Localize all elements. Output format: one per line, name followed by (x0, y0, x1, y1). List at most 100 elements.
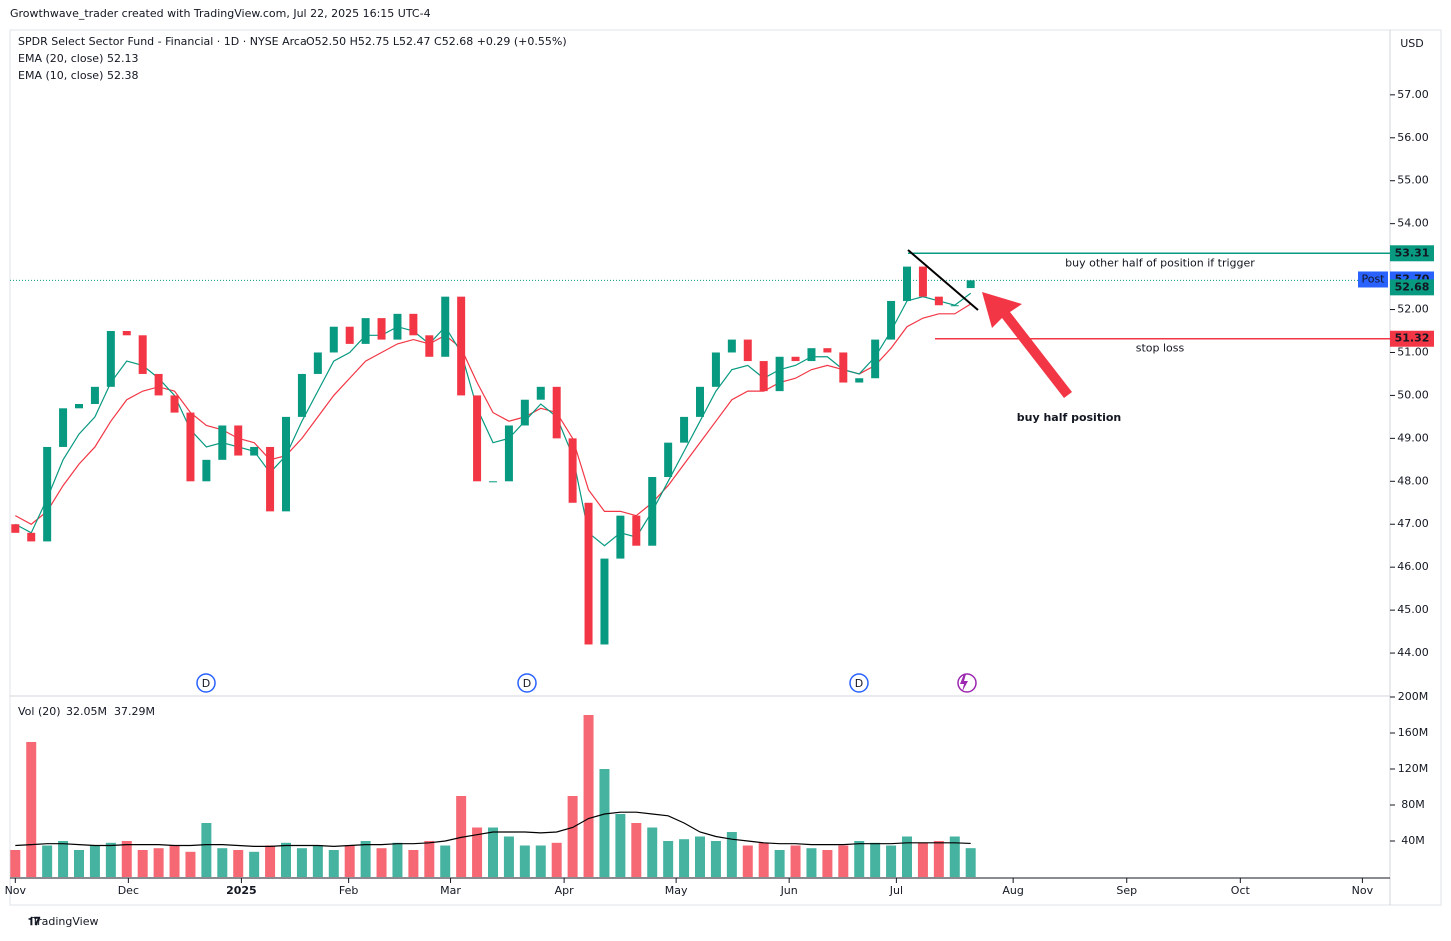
volume-bar (233, 850, 244, 877)
candle (138, 335, 147, 374)
vol-name: Vol (20) (18, 705, 61, 718)
event-icon-ring[interactable] (957, 673, 977, 693)
x-tick-label: Aug (1002, 884, 1023, 897)
candle (441, 296, 450, 357)
ema20-last: 52.13 (107, 52, 139, 65)
x-tick-label: Oct (1231, 884, 1251, 897)
volume-bar (917, 842, 928, 877)
event-icon[interactable] (960, 674, 968, 692)
candle (489, 481, 497, 483)
y-tick-label: 44.00 (1397, 646, 1429, 659)
candle (266, 446, 275, 512)
volume-bar (726, 832, 737, 877)
volume-bar (886, 845, 897, 877)
volume-bar (551, 842, 562, 877)
candle (170, 395, 179, 413)
volume-bar (392, 842, 403, 877)
candle (520, 399, 529, 426)
currency[interactable]: USD (1400, 37, 1424, 50)
y-tick-label: 54.00 (1397, 217, 1429, 230)
x-tick-label: Nov (5, 884, 27, 897)
candle (122, 331, 131, 336)
candle (632, 515, 641, 546)
candle (75, 404, 83, 409)
volume-bar (503, 836, 514, 877)
y-tick-label: 57.00 (1397, 88, 1429, 101)
candle (950, 305, 959, 307)
volume-bar (296, 848, 307, 877)
candle (743, 339, 752, 362)
candle (616, 515, 625, 559)
candle (345, 326, 354, 344)
volume-bar (201, 823, 212, 877)
candle (711, 352, 720, 387)
vol-tick-label: 120M (1398, 762, 1429, 775)
x-tick-label: Mar (440, 884, 461, 897)
stop-badge (1390, 330, 1434, 347)
volume-bar (838, 845, 849, 877)
dividend-icon-text[interactable]: D (523, 677, 531, 690)
volume-bar (344, 845, 355, 877)
candle (648, 477, 657, 546)
candle (600, 558, 609, 645)
stop-badge-text: 51.32 (1395, 332, 1430, 345)
candle (27, 532, 36, 542)
candle (552, 386, 561, 439)
candle (457, 296, 466, 396)
volume-bar (312, 845, 323, 877)
vol-last: 32.05M (66, 705, 107, 718)
candle (250, 446, 259, 456)
candle (759, 361, 768, 392)
dividend-icon[interactable] (517, 673, 537, 693)
volume-bar (424, 841, 435, 877)
x-tick-label: May (665, 884, 688, 897)
volume-bar (58, 841, 69, 877)
candle (202, 459, 211, 482)
candle (218, 425, 227, 460)
candle (43, 446, 52, 542)
volume-bar (567, 796, 578, 877)
candle (934, 296, 943, 306)
legend-ohlc: O52.50 H52.75 L52.47 C52.68 +0.29 (+0.55… (306, 35, 567, 48)
annotation: buy half position (1017, 411, 1122, 424)
candle (839, 352, 848, 383)
volume-ma (15, 811, 971, 848)
x-tick-label: Nov (1352, 884, 1374, 897)
dividend-icon[interactable] (849, 673, 869, 693)
candle (377, 318, 386, 340)
candle (966, 280, 975, 289)
volume-bar (360, 841, 371, 877)
volume-bar (519, 845, 530, 877)
candle (855, 378, 864, 383)
y-tick-label: 51.00 (1397, 345, 1429, 358)
candle (425, 335, 434, 357)
dividend-icon[interactable] (196, 673, 216, 693)
stop-text: stop loss (1136, 342, 1185, 355)
candle (680, 416, 689, 443)
x-tick-label: Jul (889, 884, 903, 897)
candle (59, 408, 68, 447)
y-tick-label: 46.00 (1397, 560, 1429, 573)
candle (791, 356, 800, 362)
arrow (982, 292, 1072, 398)
candle (329, 326, 338, 353)
volume-bar (121, 841, 132, 877)
vol-ma-last: 37.29M (114, 705, 155, 718)
candle (106, 331, 115, 387)
dividend-icon-text[interactable]: D (855, 677, 863, 690)
volume-bar (933, 841, 944, 877)
target-text: buy other half of position if trigger (1065, 256, 1255, 269)
volume-bar (217, 848, 228, 877)
volume-bar (663, 841, 674, 877)
candle (313, 352, 322, 374)
volume-bar (26, 742, 37, 877)
volume-bar (265, 845, 276, 877)
candle (903, 266, 911, 301)
dividend-icon-text[interactable]: D (202, 677, 210, 690)
candle (234, 425, 243, 456)
volume-bar (185, 851, 196, 877)
volume-bar (870, 842, 881, 877)
volume-bar (89, 845, 100, 877)
volume-bar (535, 845, 546, 877)
volume-bar (806, 848, 817, 877)
